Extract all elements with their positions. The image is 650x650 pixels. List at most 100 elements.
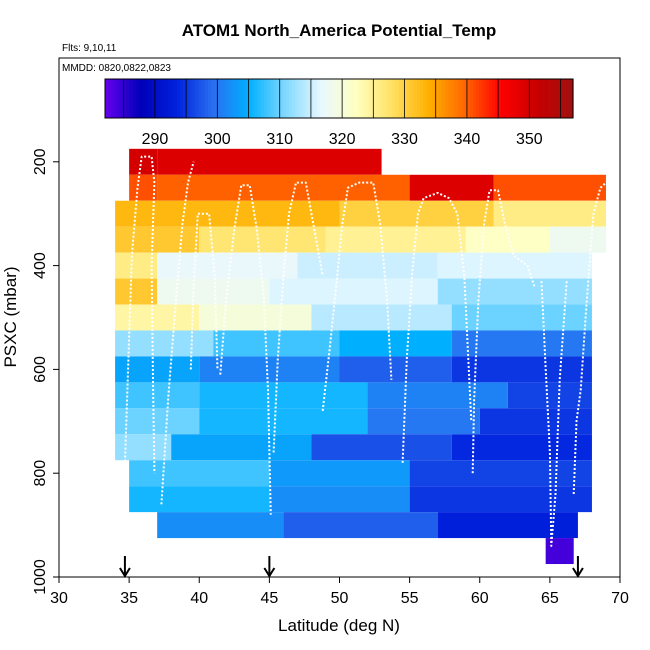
colorbar-segment: [298, 79, 303, 118]
heatmap-cell: [115, 382, 200, 409]
y-tick-label: 600: [32, 356, 49, 383]
heatmap-cell: [157, 278, 270, 305]
colorbar-segment: [410, 79, 415, 118]
colorbar-segment: [339, 79, 343, 118]
x-tick-label: 65: [541, 590, 559, 607]
colorbar-segment: [304, 79, 309, 118]
heatmap-cell: [437, 512, 578, 539]
colorbar-segment: [367, 79, 371, 118]
heatmap-cell: [213, 330, 340, 357]
colorbar-segment: [479, 79, 484, 118]
colorbar-segment: [407, 79, 412, 118]
colorbar-segment: [420, 79, 424, 118]
heatmap-cell: [437, 278, 592, 305]
colorbar-segment: [560, 79, 565, 118]
colorbar-segment: [114, 79, 119, 118]
flight-profile-line: [122, 155, 156, 510]
colorbar-segment: [145, 79, 150, 118]
colorbar-tick-label: 350: [516, 131, 543, 148]
colorbar-segment: [292, 79, 296, 118]
colorbar-segment: [285, 79, 290, 118]
colorbar-segment: [441, 79, 446, 118]
colorbar-segment: [323, 79, 328, 118]
colorbar-tick-label: 300: [204, 131, 231, 148]
colorbar-segment: [211, 79, 215, 118]
colorbar-segment: [226, 79, 231, 118]
heatmap-cell: [199, 356, 340, 383]
colorbar-tick-label: 290: [142, 131, 169, 148]
heatmap-cell: [493, 174, 606, 201]
colorbar-segment: [448, 79, 452, 118]
colorbar-segment: [295, 79, 300, 118]
colorbar-segment: [417, 79, 421, 118]
dates-label: MMDD: 0820,0822,0823: [62, 63, 171, 74]
colorbar-segment: [470, 79, 474, 118]
colorbar-segment: [504, 79, 509, 118]
heatmap-cell: [199, 382, 368, 409]
colorbar-segment: [548, 79, 552, 118]
colorbar-segment: [133, 79, 137, 118]
heatmap-cell: [115, 200, 340, 227]
colorbar-segment: [170, 79, 175, 118]
colorbar-segment: [345, 79, 349, 118]
colorbar-segment: [463, 79, 468, 118]
colorbar-segment: [151, 79, 156, 118]
heatmap-cell: [269, 460, 410, 487]
colorbar-segment: [136, 79, 140, 118]
heatmap-cell: [157, 174, 410, 201]
colorbar-segment: [192, 79, 197, 118]
heatmap-cell: [339, 356, 452, 383]
colorbar-segment: [248, 79, 253, 118]
colorbar-segment: [485, 79, 490, 118]
colorbar-segment: [223, 79, 228, 118]
arrow-down-icon: [119, 556, 131, 578]
colorbar-segment: [535, 79, 540, 118]
colorbar-segment: [176, 79, 181, 118]
colorbar-segment: [379, 79, 384, 118]
y-axis-label: PSXC (mbar): [1, 266, 20, 367]
colorbar-segment: [186, 79, 190, 118]
x-tick-label: 45: [260, 590, 278, 607]
heatmap-cell: [157, 512, 284, 539]
colorbar-segment: [317, 79, 321, 118]
colorbar-segment: [395, 79, 399, 118]
colorbar-segment: [373, 79, 378, 118]
colorbar-segment: [413, 79, 418, 118]
arrow-down-icon: [263, 556, 276, 578]
colorbar-segment: [307, 79, 312, 118]
x-axis-label: Latitude (deg N): [278, 616, 400, 635]
colorbar-segment: [154, 79, 159, 118]
colorbar-segment: [108, 79, 112, 118]
heatmap-cell: [297, 252, 438, 279]
heatmap-cell: [409, 174, 494, 201]
colorbar-segment: [435, 79, 440, 118]
colorbar-segment: [476, 79, 480, 118]
colorbar-segment: [236, 79, 240, 118]
colorbar-segment: [363, 79, 368, 118]
colorbar-segment: [507, 79, 512, 118]
x-tick-label: 30: [50, 590, 68, 607]
heatmap-cell: [171, 434, 312, 461]
colorbar-segment: [332, 79, 337, 118]
flight-profile-line: [219, 184, 272, 515]
colorbar-segment: [301, 79, 306, 118]
colorbar-segment: [161, 79, 165, 118]
colorbar-segment: [398, 79, 402, 118]
heatmap-cell: [339, 330, 452, 357]
colorbar-segment: [207, 79, 212, 118]
colorbar-segment: [183, 79, 187, 118]
colorbar-segment: [432, 79, 437, 118]
colorbar-segment: [329, 79, 334, 118]
heatmap-cell: [115, 304, 200, 331]
colorbar-segment: [139, 79, 144, 118]
colorbar-segment: [498, 79, 502, 118]
colorbar-segment: [438, 79, 443, 118]
colorbar-segment: [401, 79, 406, 118]
colorbar-segment: [117, 79, 122, 118]
colorbar-segment: [264, 79, 268, 118]
colorbar-tick-label: 320: [329, 131, 356, 148]
heatmap-cell: [199, 408, 368, 435]
colorbar-segment: [314, 79, 318, 118]
colorbar-segment: [557, 79, 562, 118]
colorbar-segment: [111, 79, 115, 118]
